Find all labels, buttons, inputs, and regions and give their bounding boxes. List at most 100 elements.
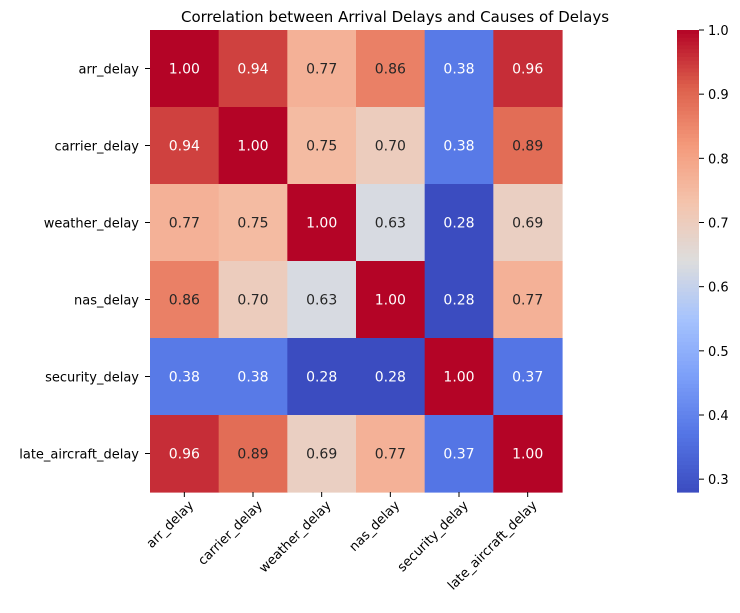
colorbar-tick-label: 0.5 [708,345,729,360]
cell-value-label: 0.94 [237,62,268,78]
cell-value-label: 1.00 [512,447,543,463]
colorbar-segment [677,453,699,458]
colorbar-segment [677,291,699,297]
colorbar-segment [677,137,699,143]
heatmap-cell [218,338,288,416]
y-axis: arr_delay carrier_delay weather_delay nas_d… [19,63,150,463]
colorbar-segment [677,191,699,197]
colorbar-segment [677,445,699,451]
colorbar-segment [677,326,699,331]
colorbar-segment [677,218,699,224]
heatmap-cell [424,30,494,108]
colorbar-segment [677,180,699,185]
colorbar-segment [677,353,699,358]
colorbar-segment [677,468,699,474]
heatmap-cell [493,261,563,339]
colorbar-segment [677,45,699,50]
colorbar-segment [677,272,699,277]
colorbar-segment [677,345,699,351]
x-tick-label: arr_delay [144,498,198,552]
colorbar-segment [677,307,699,312]
colorbar-segment [677,72,699,77]
colorbar-segment [677,472,699,478]
colorbar-segment [677,411,699,416]
colorbar-segment [677,457,699,462]
x-tick-label: weather_delay [256,498,334,576]
heatmap-cell [218,107,288,185]
colorbar-segment [677,403,699,408]
colorbar-segment [677,157,699,162]
cell-value-label: 0.75 [237,216,268,232]
colorbar-segment [677,164,699,170]
colorbar-segment [677,349,699,354]
colorbar-segment [677,361,699,366]
cell-value-label: 0.94 [169,139,200,155]
colorbar-segment [677,322,699,328]
colorbar-segment [677,64,699,70]
colorbar-segment [677,384,699,389]
colorbar-segment [677,438,699,443]
cell-value-label: 0.38 [237,370,268,386]
heatmap-cell [356,415,426,493]
heatmap-cell [356,184,426,262]
colorbar-segment [677,338,699,343]
heatmap-cell [287,184,357,262]
colorbar-segment [677,56,699,62]
colorbar-segment [677,318,699,324]
colorbar-segment [677,376,699,381]
colorbar-segment [677,83,699,89]
colorbar-segment [677,68,699,73]
colorbar-segment [677,30,699,35]
colorbar-segment [677,172,699,177]
cell-value-label: 0.75 [306,139,337,155]
colorbar-segment [677,422,699,428]
cell-value-label: 0.28 [443,293,474,309]
cell-value-label: 0.63 [306,293,337,309]
colorbar-segment [677,207,699,212]
cell-value-label: 1.00 [237,139,268,155]
colorbar-segment [677,249,699,254]
heatmap-cell [218,261,288,339]
colorbar-segment [677,253,699,258]
colorbar-segment [677,449,699,455]
colorbar-segment [677,118,699,123]
cell-value-label: 0.28 [306,370,337,386]
heatmap-cell [424,261,494,339]
colorbar-segment [677,133,699,139]
colorbar-tick-label: 0.9 [708,88,729,103]
heatmap-cell [493,184,563,262]
cell-value-label: 0.37 [512,370,543,386]
colorbar-segment [677,287,699,293]
colorbar-segment [677,122,699,127]
colorbar-segment [677,168,699,174]
heatmap-cell [287,415,357,493]
heatmap-cell [218,184,288,262]
colorbar-segment [677,187,699,193]
colorbar-segment [677,276,699,281]
colorbar-segment [677,130,699,135]
colorbar-segment [677,268,699,274]
cell-value-label: 0.77 [375,447,406,463]
colorbar-segment [677,388,699,393]
cell-value-label: 0.89 [237,447,268,463]
heatmap-cell [424,415,494,493]
colorbar-segment [677,407,699,412]
colorbar-segment [677,107,699,112]
heatmap-cell [493,415,563,493]
cell-value-label: 0.86 [169,293,200,309]
colorbar-segment [677,391,699,397]
y-tick-label: security_delay [45,371,139,386]
colorbar-segment [677,488,699,493]
colorbar-segment [677,380,699,385]
colorbar: 0.3 0.4 0.5 0.6 0.7 0.8 0.9 1.0 [677,24,729,493]
colorbar-segment [677,418,699,424]
cell-value-label: 0.38 [443,62,474,78]
x-tick-label: nas_delay [347,498,404,555]
colorbar-segment [677,110,699,116]
colorbar-segment [677,149,699,154]
cell-value-label: 0.86 [375,62,406,78]
colorbar-tick-label: 0.3 [708,473,729,488]
colorbar-segment [677,330,699,335]
colorbar-tick-label: 0.7 [708,217,729,232]
